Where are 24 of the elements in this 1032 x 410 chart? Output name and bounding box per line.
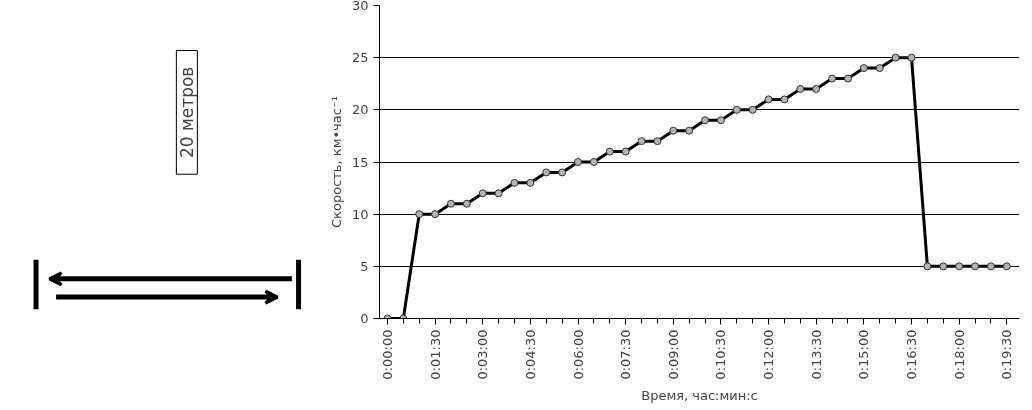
y-tick-label: 30 (351, 0, 369, 13)
y-tick-label: 0 (360, 311, 369, 326)
text: 20 метров (176, 66, 197, 159)
y-tick-label: 15 (351, 154, 369, 170)
x-tick-label: 0:03:00 (475, 329, 491, 380)
y-tick-label: 10 (351, 206, 369, 222)
x-tick-label: 0:09:00 (665, 329, 681, 380)
y-axis-title: Скорость, км•час⁻¹ (328, 96, 344, 228)
x-tick-label: 0:06:00 (570, 329, 586, 380)
x-tick-label: 0:00:00 (379, 329, 395, 380)
x-tick-label: 0:07:30 (618, 329, 634, 380)
x-tick-label: 0:01:30 (427, 329, 443, 380)
x-tick-label: 0:15:00 (856, 329, 872, 380)
y-tick-label: 20 (351, 102, 369, 118)
x-axis-title: Время, час:мин:с (641, 387, 758, 403)
x-tick-label: 0:04:30 (522, 329, 538, 380)
x-tick-label: 0:10:30 (713, 329, 729, 380)
x-tick-label: 0:12:00 (761, 329, 777, 380)
x-tick-label: 0:18:00 (951, 329, 967, 380)
x-tick-label: 0:16:30 (904, 329, 920, 380)
y-tick-label: 5 (360, 258, 369, 274)
x-tick-label: 0:19:30 (999, 329, 1015, 380)
y-tick-label: 25 (351, 50, 369, 66)
x-tick-label: 0:13:30 (808, 329, 824, 380)
